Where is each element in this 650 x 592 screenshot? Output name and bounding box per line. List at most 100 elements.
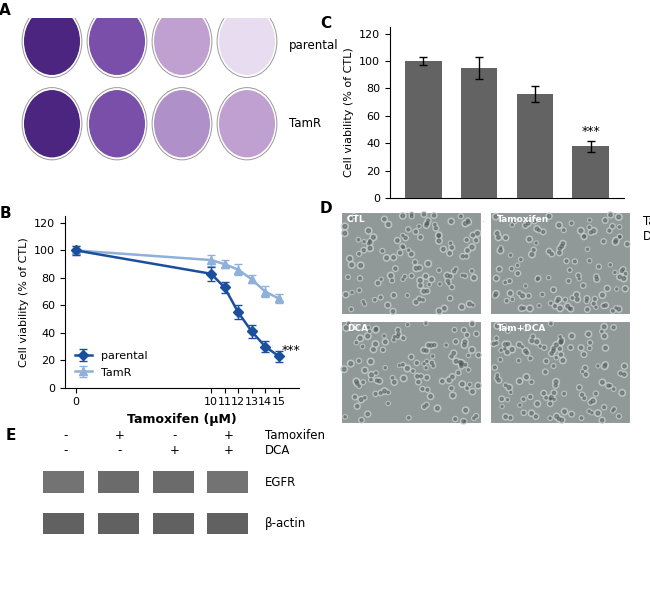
Point (500, 340, 511, 349)
Point (445, 294, 455, 303)
Point (507, 220, 517, 230)
Point (358, 297, 369, 307)
Point (388, 307, 398, 316)
Point (533, 274, 543, 283)
Point (593, 262, 604, 271)
Point (473, 229, 483, 238)
Point (408, 366, 418, 376)
Point (507, 345, 517, 354)
Point (600, 360, 610, 369)
Point (421, 400, 432, 410)
Point (564, 276, 574, 286)
Point (425, 392, 436, 401)
Point (468, 300, 478, 310)
Point (374, 377, 385, 386)
Point (346, 359, 356, 368)
Point (549, 285, 559, 294)
Point (603, 381, 614, 390)
Point (460, 406, 471, 415)
Point (577, 367, 588, 377)
Point (446, 217, 456, 226)
Text: E: E (5, 427, 16, 443)
Point (471, 411, 482, 421)
Point (423, 259, 434, 268)
Point (513, 269, 523, 278)
Text: -: - (63, 444, 68, 457)
Point (617, 266, 627, 276)
Point (551, 381, 561, 390)
Point (341, 323, 352, 333)
Point (518, 394, 528, 404)
Point (605, 260, 616, 269)
Point (615, 232, 625, 242)
Point (400, 272, 410, 281)
Point (434, 265, 444, 275)
Point (345, 214, 356, 223)
Point (418, 295, 428, 305)
Point (619, 362, 630, 371)
Point (371, 324, 382, 333)
Point (354, 285, 365, 295)
Point (419, 287, 429, 296)
Point (388, 307, 398, 316)
Point (607, 221, 618, 231)
Point (497, 394, 507, 404)
Point (492, 371, 502, 380)
Point (545, 394, 556, 404)
Point (550, 301, 560, 311)
Point (402, 320, 413, 329)
Point (408, 366, 418, 376)
Point (372, 376, 382, 385)
Point (463, 351, 474, 361)
Point (461, 252, 471, 261)
Point (460, 340, 470, 350)
Point (445, 272, 456, 281)
Point (610, 268, 620, 277)
Point (506, 264, 517, 274)
Point (356, 260, 366, 270)
Point (496, 243, 506, 253)
Point (492, 321, 502, 330)
Point (398, 211, 408, 221)
Text: CTL: CTL (347, 215, 365, 224)
Point (441, 340, 451, 350)
Point (591, 303, 601, 312)
Point (535, 342, 545, 351)
Point (513, 269, 523, 278)
Point (426, 358, 437, 368)
Point (554, 344, 565, 353)
Point (571, 290, 582, 300)
Bar (98, 471, 139, 493)
Text: +: + (115, 429, 125, 442)
Point (529, 216, 539, 226)
Point (593, 408, 603, 418)
Point (525, 353, 536, 363)
Point (368, 233, 378, 242)
Point (535, 342, 545, 351)
X-axis label: Tamoxifen (μM): Tamoxifen (μM) (127, 413, 237, 426)
Point (398, 231, 408, 240)
Point (444, 279, 454, 288)
Point (449, 325, 460, 334)
Point (540, 367, 551, 377)
Point (380, 387, 390, 396)
Point (500, 278, 510, 287)
Point (558, 226, 569, 235)
Point (370, 295, 380, 304)
Point (423, 340, 434, 350)
Point (583, 329, 593, 339)
Point (359, 237, 369, 246)
Point (359, 246, 369, 255)
Circle shape (25, 91, 79, 157)
Point (572, 295, 582, 304)
Point (523, 291, 534, 301)
Point (573, 271, 584, 280)
Point (343, 319, 354, 329)
Point (608, 406, 618, 416)
Point (421, 363, 431, 372)
Bar (153, 513, 194, 533)
Point (556, 336, 567, 345)
Point (611, 303, 621, 313)
Point (551, 340, 562, 350)
Point (345, 214, 356, 223)
